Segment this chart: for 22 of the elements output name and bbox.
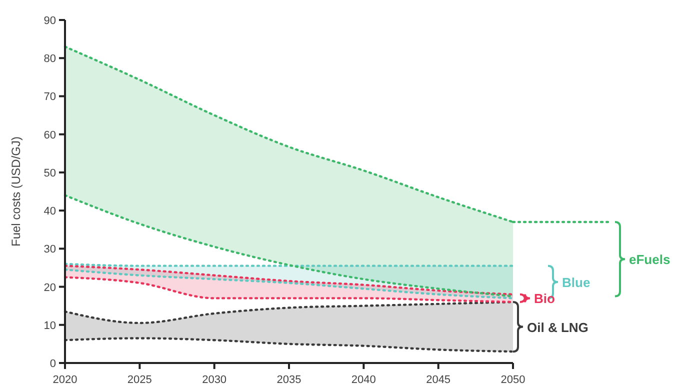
y-tick-label: 60 [44, 129, 56, 142]
x-tick-label: 2030 [202, 374, 227, 386]
y-tick-label: 0 [50, 358, 56, 370]
y-tick-label: 50 [44, 167, 56, 180]
x-tick-label: 2020 [52, 374, 78, 386]
legend-label: Bio [534, 291, 555, 306]
y-tick-label: 90 [44, 15, 56, 27]
x-tick-label: 2025 [127, 374, 152, 386]
x-tick-label: 2035 [276, 374, 302, 386]
x-tick-label: 2045 [426, 374, 451, 386]
y-tick-label: 30 [44, 244, 56, 256]
y-tick-label: 80 [44, 53, 56, 66]
y-tick-label: 10 [44, 320, 56, 332]
y-axis-title: Fuel costs (USD/GJ) [9, 136, 23, 247]
x-tick-label: 2040 [351, 374, 376, 386]
series-label: Oil & LNG [527, 320, 588, 335]
x-tick-label: 2050 [500, 374, 526, 386]
text: eFuels [629, 252, 670, 268]
y-tick-label: 40 [44, 206, 56, 218]
y-tick-label: 20 [44, 282, 56, 294]
y-tick-label: 70 [44, 91, 56, 104]
text: Blue [562, 275, 590, 290]
